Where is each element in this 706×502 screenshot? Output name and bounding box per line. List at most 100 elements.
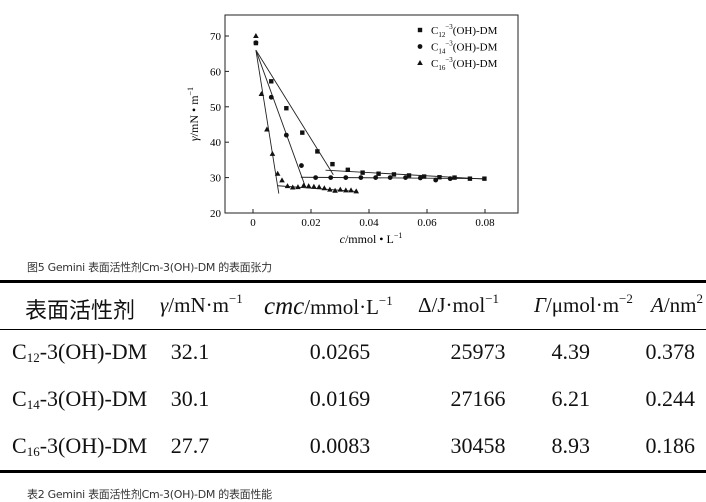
table-cell: 32.1	[170, 339, 210, 364]
data-point-triangle	[327, 186, 333, 192]
figure-caption: 图5 Gemini 表面活性剂Cm-3(OH)-DM 的表面张力	[27, 261, 272, 274]
header-delta: Δ/J·mol−1	[418, 291, 500, 317]
data-point-square	[330, 161, 335, 167]
table-cell: 0.0083	[309, 433, 371, 458]
plot-frame	[224, 14, 519, 214]
fit-line	[255, 50, 280, 194]
data-point-circle	[373, 175, 379, 181]
x-tick-label: 0.02	[301, 217, 320, 229]
row-surfactant-name: C12-3(OH)-DM	[12, 339, 148, 365]
data-point-circle	[283, 132, 289, 138]
x-axis-label: c/mmol • L−1	[340, 231, 403, 246]
data-point-circle	[328, 175, 334, 181]
table-cell: 30.1	[170, 386, 210, 411]
data-point-triangle	[311, 183, 317, 189]
data-point-square	[391, 172, 397, 177]
table-cell: 6.21	[551, 386, 591, 411]
row-surfactant-name: C16-3(OH)-DM	[12, 433, 148, 459]
data-point-circle	[358, 175, 364, 181]
data-point-triangle	[253, 33, 259, 38]
x-tick-label: 0	[250, 217, 256, 229]
header-gamma-excess: Γ/μmol·m−2	[534, 291, 633, 317]
data-point-square	[482, 176, 487, 181]
table-cell: 0.0169	[309, 386, 371, 411]
data-point-square	[269, 79, 274, 84]
data-point-circle	[299, 163, 304, 168]
table-header-rule	[0, 329, 706, 330]
table-cell: 27166	[450, 386, 506, 411]
data-point-triangle	[264, 126, 270, 132]
data-point-square	[376, 171, 381, 176]
header-area: A/nm2	[651, 291, 703, 317]
data-point-circle	[417, 175, 423, 181]
data-point-square	[315, 149, 320, 154]
table-cell: 0.0265	[309, 339, 371, 364]
data-point-triangle	[300, 182, 307, 188]
header-surfactant: 表面活性剂	[25, 298, 136, 323]
row-surfactant-name: C14-3(OH)-DM	[12, 386, 148, 412]
x-tick-label: 0.08	[475, 217, 495, 229]
data-point-triangle	[284, 183, 291, 189]
data-point-circle	[433, 177, 439, 183]
table-bottom-rule	[0, 470, 706, 473]
legend-entry: C16−3(OH)-DM	[431, 56, 498, 72]
data-point-square	[360, 170, 365, 175]
data-point-triangle	[348, 187, 354, 193]
data-point-square	[406, 173, 412, 178]
fit-line	[255, 50, 306, 185]
data-point-triangle	[343, 187, 349, 193]
table-cell: 25973	[450, 339, 506, 364]
surface-tension-chart: 0 0.02 0.04 0.06 0.08 20 30 40 50 60 70 C12−3(OH)-…	[186, 14, 519, 246]
legend-entry: C14−3(OH)-DM	[431, 40, 498, 56]
data-point-triangle	[258, 91, 265, 97]
data-point-circle	[253, 40, 259, 46]
y-tick-label: 60	[210, 66, 222, 78]
y-axis-label: γ/mN • m−1	[186, 87, 201, 141]
data-point-triangle	[269, 150, 276, 156]
data-point-triangle	[305, 183, 312, 189]
y-tick-label: 30	[210, 173, 222, 185]
table-cell: 0.378	[645, 339, 696, 364]
fit-line	[325, 169, 486, 180]
data-point-triangle	[295, 184, 301, 190]
y-tick-label: 20	[210, 208, 222, 220]
table-cell: 27.7	[170, 433, 210, 458]
data-point-triangle	[289, 184, 296, 190]
data-point-triangle	[279, 177, 285, 183]
table-cell: 8.93	[551, 433, 591, 458]
data-point-triangle	[274, 170, 281, 176]
header-cmc: cmc/mmol·L−1	[264, 293, 393, 320]
data-point-circle	[268, 94, 274, 100]
legend-marker-triangle	[417, 60, 423, 65]
fit-line	[255, 49, 334, 176]
legend-entry: C12−3(OH)-DM	[431, 23, 498, 39]
data-point-circle	[447, 176, 453, 182]
x-tick-label: 0.04	[359, 217, 379, 229]
y-tick-label: 50	[210, 102, 222, 114]
data-point-square	[345, 167, 351, 173]
data-point-circle	[313, 175, 319, 181]
data-point-circle	[387, 175, 393, 181]
data-point-square	[300, 130, 305, 135]
data-point-triangle	[353, 188, 360, 194]
data-point-square	[421, 174, 427, 179]
data-point-square	[437, 175, 442, 180]
table-caption: 表2 Gemini 表面活性剂Cm-3(OH)-DM 的表面性能	[27, 488, 272, 501]
table-cell: 4.39	[551, 339, 591, 364]
header-gamma: γ/mN·m−1	[160, 291, 243, 317]
legend-marker-circle	[417, 44, 423, 49]
y-tick-label: 40	[210, 137, 222, 149]
data-point-circle	[343, 175, 349, 181]
data-point-square	[467, 176, 473, 181]
table-top-rule	[0, 280, 706, 283]
data-point-triangle	[321, 185, 328, 191]
data-point-square	[284, 106, 289, 111]
y-tick-label: 70	[210, 31, 222, 43]
data-point-triangle	[316, 184, 322, 190]
legend-marker-square	[417, 27, 423, 33]
table-cell: 0.186	[645, 433, 696, 458]
data-point-triangle	[337, 186, 344, 192]
table-cell: 0.244	[645, 386, 696, 411]
x-tick-label: 0.06	[417, 217, 437, 229]
data-point-triangle	[332, 187, 338, 193]
